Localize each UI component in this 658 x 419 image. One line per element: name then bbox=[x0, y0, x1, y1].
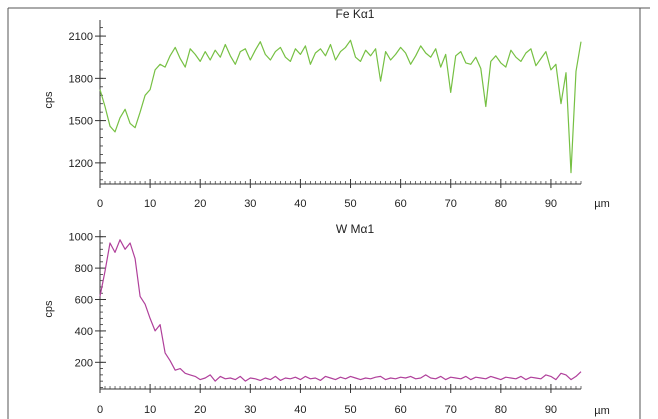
x-tick-label: 20 bbox=[194, 198, 206, 210]
chart-title: W Mα1 bbox=[336, 222, 375, 236]
x-unit-label: µm bbox=[594, 198, 610, 210]
x-tick-label: 80 bbox=[495, 404, 507, 416]
x-tick-label: 10 bbox=[144, 198, 156, 210]
x-tick-label: 30 bbox=[244, 198, 256, 210]
chart-title: Fe Kα1 bbox=[336, 7, 375, 21]
y-tick-label: 1500 bbox=[69, 116, 93, 128]
y-tick-label: 600 bbox=[75, 295, 93, 307]
x-tick-label: 60 bbox=[395, 404, 407, 416]
x-tick-label: 20 bbox=[194, 404, 206, 416]
x-tick-label: 10 bbox=[144, 404, 156, 416]
y-tick-label: 200 bbox=[75, 357, 93, 369]
x-tick-label: 70 bbox=[445, 198, 457, 210]
w-chart: W Mα1 cps 200 400 600 800 1000 0 10 20 30 40 50 60 70 8… bbox=[43, 222, 610, 417]
fe-chart: Fe Kα1 cps 1200 1500 1800 2100 0 10 20 30 40 50 60 70… bbox=[43, 7, 610, 210]
x-tick-label: 0 bbox=[97, 198, 103, 210]
series-line bbox=[99, 39, 582, 174]
x-tick-label: 70 bbox=[445, 404, 457, 416]
x-tick-label: 30 bbox=[244, 404, 256, 416]
y-tick-label: 1000 bbox=[69, 232, 93, 244]
x-tick-label: 40 bbox=[294, 404, 306, 416]
y-axis-label: cps bbox=[43, 91, 55, 109]
series-line bbox=[99, 239, 582, 382]
y-tick-label: 2100 bbox=[69, 31, 93, 43]
y-tick-label: 400 bbox=[75, 326, 93, 338]
y-tick-label: 1800 bbox=[69, 73, 93, 85]
x-tick-label: 80 bbox=[495, 198, 507, 210]
x-unit-label: µm bbox=[594, 405, 610, 417]
x-tick-label: 90 bbox=[545, 198, 557, 210]
y-axis-label: cps bbox=[43, 300, 55, 318]
x-tick-label: 60 bbox=[395, 198, 407, 210]
y-tick-label: 1200 bbox=[69, 158, 93, 170]
x-tick-label: 50 bbox=[344, 404, 356, 416]
x-tick-label: 40 bbox=[294, 198, 306, 210]
y-tick-label: 800 bbox=[75, 263, 93, 275]
x-tick-label: 50 bbox=[344, 198, 356, 210]
x-tick-label: 0 bbox=[97, 404, 103, 416]
x-tick-label: 90 bbox=[545, 404, 557, 416]
